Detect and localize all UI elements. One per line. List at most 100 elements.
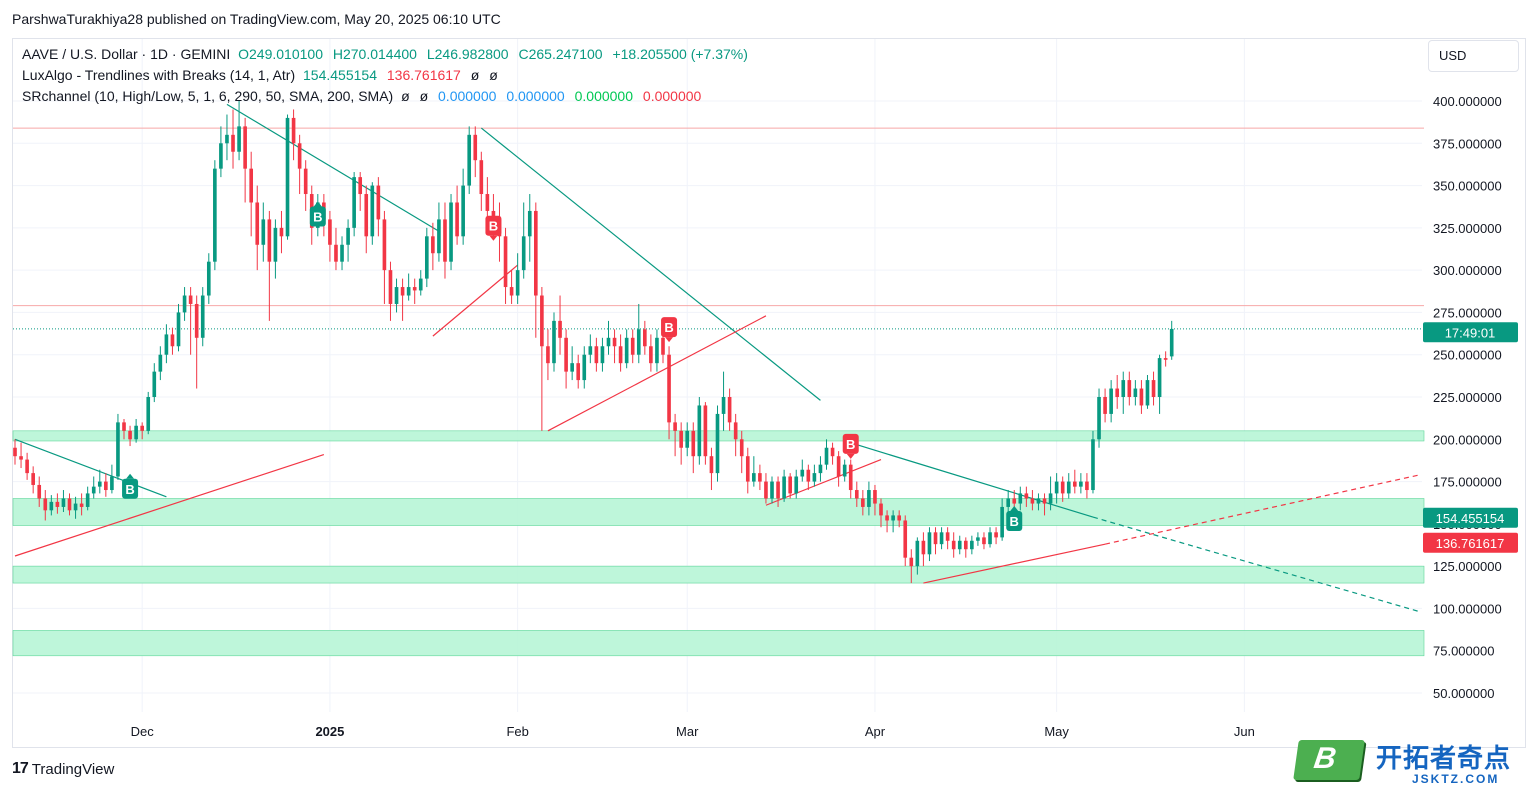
candle-body <box>715 413 720 474</box>
candle-body <box>576 363 581 381</box>
candle-body <box>334 244 338 262</box>
candle-body <box>31 473 35 485</box>
candle-body <box>885 515 889 521</box>
trendline <box>844 440 1094 518</box>
candle-body <box>988 532 992 545</box>
break-label-box <box>309 206 326 227</box>
candle-body <box>237 126 241 152</box>
publisher-caption: ParshwaTurakhiya28 published on TradingV… <box>12 11 501 27</box>
sr-zone <box>12 630 1425 657</box>
currency-button[interactable]: USD <box>1428 40 1519 72</box>
candle-body <box>116 422 120 477</box>
sr-zone <box>12 498 1425 526</box>
candle-body <box>685 430 690 448</box>
break-label-pointer <box>1010 505 1019 511</box>
candle-body <box>297 143 302 169</box>
indicator-luxalgo-name[interactable]: LuxAlgo - Trendlines with Breaks (14, 1,… <box>22 67 296 83</box>
y-tick-label: 100.000000 <box>1433 601 1502 616</box>
indicator-srchannel-v3: 0.000000 <box>438 88 497 104</box>
candle-body <box>1103 397 1107 414</box>
candle-body <box>1121 380 1126 397</box>
candle-body <box>970 540 974 550</box>
candle-body <box>891 515 895 521</box>
candle-body <box>951 540 956 550</box>
break-label-text: B <box>664 320 673 335</box>
candle-body <box>649 346 653 364</box>
candle-body <box>431 236 435 254</box>
candle-body <box>867 490 871 507</box>
break-label-pointer <box>665 337 674 343</box>
break-label-box <box>842 433 859 454</box>
legend-close: C265.247100 <box>518 46 603 62</box>
candle-body <box>176 312 181 347</box>
candle-body <box>879 503 883 516</box>
candle-body <box>188 295 193 304</box>
legend-symbol[interactable]: AAVE / U.S. Dollar · 1D · GEMINI <box>22 46 231 62</box>
trendline <box>480 127 821 401</box>
candle-body <box>164 334 169 355</box>
candle-body <box>534 210 538 296</box>
upper-trend-label-bg <box>1423 507 1518 528</box>
candle-body <box>346 227 350 245</box>
candle-body <box>752 473 756 482</box>
legend-row-symbol[interactable]: AAVE / U.S. Dollar · 1D · GEMINI O249.01… <box>22 44 754 65</box>
tradingview-logo-icon: 17 <box>12 760 29 777</box>
candle-body <box>170 334 175 347</box>
candle-body <box>594 346 599 364</box>
candle-body <box>552 320 556 364</box>
candle-body <box>285 117 290 237</box>
candle-body <box>1079 481 1083 487</box>
candle-body <box>1115 388 1120 397</box>
candle-body <box>249 168 254 203</box>
candle-body <box>861 498 865 507</box>
break-label-pointer <box>846 453 855 459</box>
candle-body <box>49 501 54 511</box>
legend-change: +18.205500 (+7.37%) <box>612 46 748 62</box>
candle-body <box>400 287 405 296</box>
candle-body <box>564 337 568 372</box>
candle-body <box>61 498 66 507</box>
watermark-badge-letter: B <box>1311 742 1339 775</box>
candle-body <box>340 244 344 262</box>
candle-body <box>303 168 308 195</box>
candle-body <box>418 278 423 291</box>
candle-body <box>1163 358 1168 360</box>
legend-row-srchannel[interactable]: SRchannel (10, High/Low, 5, 1, 6, 290, 5… <box>22 86 754 107</box>
candle-body <box>25 459 29 474</box>
candle-body <box>588 346 593 355</box>
candle-body <box>1006 498 1011 507</box>
candle-body <box>13 447 17 457</box>
candle-body <box>140 425 144 431</box>
candle-body <box>673 422 677 431</box>
legend-open: O249.010100 <box>238 46 323 62</box>
indicator-srchannel-v4: 0.000000 <box>506 88 565 104</box>
indicator-luxalgo-lower: 136.761617 <box>386 67 461 83</box>
indicator-srchannel-v6: 0.000000 <box>642 88 702 104</box>
candle-body <box>745 456 750 482</box>
candle-body <box>800 469 805 477</box>
candle-body <box>225 134 229 144</box>
candle-body <box>667 354 671 423</box>
candle-body <box>618 346 623 364</box>
tradingview-logo[interactable]: 17 TradingView <box>12 760 114 778</box>
candle-body <box>624 337 629 364</box>
legend-row-luxalgo[interactable]: LuxAlgo - Trendlines with Breaks (14, 1,… <box>22 65 754 86</box>
candle-body <box>364 194 369 237</box>
candle-body <box>255 202 260 245</box>
candle-body <box>455 202 459 237</box>
candle-body <box>1060 481 1065 494</box>
candle-body <box>1085 481 1089 491</box>
candle-body <box>1127 380 1132 397</box>
break-label-text: B <box>489 219 498 234</box>
candle-body <box>1139 388 1144 406</box>
candle-body <box>848 464 853 491</box>
candle-body <box>443 219 447 262</box>
indicator-srchannel-name[interactable]: SRchannel (10, High/Low, 5, 1, 6, 290, 5… <box>22 88 394 104</box>
trendline <box>226 103 440 232</box>
break-label-box <box>661 317 678 338</box>
candle-body <box>291 117 296 144</box>
candle-body <box>479 160 484 195</box>
break-label-box <box>122 478 139 499</box>
candle-body <box>261 219 266 245</box>
